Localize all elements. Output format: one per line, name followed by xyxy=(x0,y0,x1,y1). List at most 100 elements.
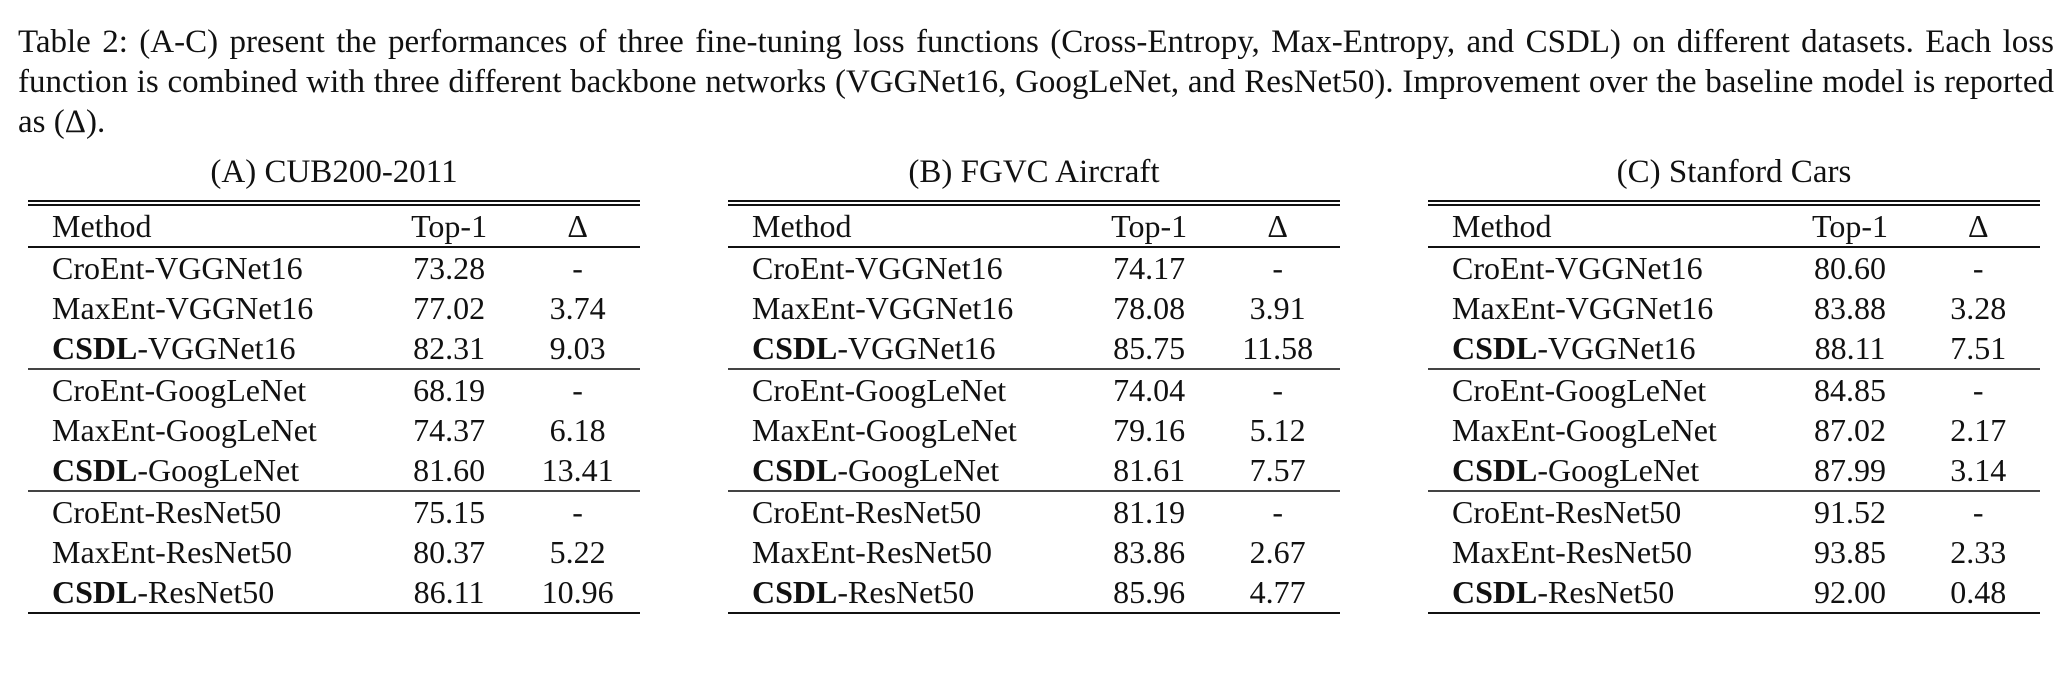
top1-cell: 68.19 xyxy=(382,368,516,410)
method-backbone-name: -ResNet50 xyxy=(837,574,975,610)
method-backbone-name: -GoogLeNet xyxy=(1537,452,1700,488)
method-loss-name: MaxEnt xyxy=(752,412,856,448)
method-cell: CroEnt-VGGNet16 xyxy=(28,247,383,288)
top1-cell: 91.52 xyxy=(1783,490,1917,532)
table-row: CSDL-ResNet50 86.11 10.96 xyxy=(28,572,640,613)
delta-cell: 2.67 xyxy=(1249,534,1306,570)
table-row: CroEnt-ResNet50 75.15- xyxy=(28,490,640,532)
method-backbone-name: -ResNet50 xyxy=(144,494,282,530)
delta-cell: 6.18 xyxy=(549,412,606,448)
method-backbone-name: -ResNet50 xyxy=(1544,494,1682,530)
method-loss-name: MaxEnt xyxy=(52,534,156,570)
table-row: MaxEnt-ResNet50 93.85 2.33 xyxy=(1428,532,2040,572)
top1-cell: 85.75 xyxy=(1113,330,1186,366)
method-loss-name: CSDL xyxy=(1452,574,1538,610)
header-delta: Δ xyxy=(1967,208,1989,244)
top1-cell: 75.15 xyxy=(382,490,516,532)
delta-cell: 5.22 xyxy=(549,534,606,570)
delta-cell: - xyxy=(1215,490,1340,532)
panel-title: (B) FGVC Aircraft xyxy=(908,154,1160,190)
delta-cell: - xyxy=(1916,490,2040,532)
table-row: CroEnt-ResNet50 91.52- xyxy=(1428,490,2040,532)
header-method: Method xyxy=(752,208,852,244)
method-cell: CroEnt-GoogLeNet xyxy=(728,368,1083,410)
table-row: CroEnt-VGGNet16 73.28 - xyxy=(28,247,640,288)
header-delta: Δ xyxy=(567,208,588,244)
method-cell: MaxEnt-ResNet50 xyxy=(728,532,1083,572)
table-row: CSDL-ResNet50 92.00 0.48 xyxy=(1428,572,2040,613)
method-loss-name: MaxEnt xyxy=(1452,412,1556,448)
delta-cell: 9.03 xyxy=(549,330,606,366)
method-loss-name: CSDL xyxy=(752,452,838,488)
delta-cell: 4.77 xyxy=(1249,574,1306,610)
panel-title: (A) CUB200-2011 xyxy=(210,154,458,190)
top1-cell: 87.02 xyxy=(1814,412,1887,448)
table-row: CroEnt-GoogLeNet 84.85- xyxy=(1428,368,2040,410)
method-cell: MaxEnt-VGGNet16 xyxy=(728,288,1083,328)
top1-cell: 78.08 xyxy=(1113,290,1186,326)
delta-cell: 3.91 xyxy=(1249,290,1306,326)
table-row: CroEnt-ResNet50 81.19- xyxy=(728,490,1340,532)
delta-cell: 3.28 xyxy=(1950,290,2007,326)
top1-cell: 87.99 xyxy=(1814,452,1887,488)
method-backbone-name: -VGGNet16 xyxy=(1537,330,1696,366)
delta-cell: - xyxy=(1215,368,1340,410)
table-caption: Table 2: (A-C) present the performances … xyxy=(18,24,2054,140)
method-loss-name: CroEnt xyxy=(752,494,845,530)
method-backbone-name: -ResNet50 xyxy=(844,494,982,530)
table-row: MaxEnt-GoogLeNet 87.02 2.17 xyxy=(1428,410,2040,450)
table-row: CroEnt-GoogLeNet 68.19- xyxy=(28,368,640,410)
table-row: CSDL-GoogLeNet 81.60 13.41 xyxy=(28,450,640,491)
table-row: CSDL-VGGNet16 82.31 9.03 xyxy=(28,328,640,369)
header-row: Method Top-1 Δ xyxy=(1428,203,2040,247)
table-row: MaxEnt-ResNet50 83.86 2.67 xyxy=(728,532,1340,572)
table-row: MaxEnt-GoogLeNet 79.16 5.12 xyxy=(728,410,1340,450)
method-cell: CroEnt-GoogLeNet xyxy=(1428,368,1784,410)
method-cell: CroEnt-ResNet50 xyxy=(1428,490,1784,532)
method-cell: CSDL-GoogLeNet xyxy=(1428,450,1784,491)
delta-cell: 5.12 xyxy=(1249,412,1306,448)
top1-cell: 77.02 xyxy=(413,290,486,326)
method-loss-name: CSDL xyxy=(752,574,838,610)
method-loss-name: MaxEnt xyxy=(52,412,156,448)
method-loss-name: CSDL xyxy=(1452,330,1538,366)
panel-cub200: (A) CUB200-2011 Method Top-1 Δ CroEnt-VGGNet… xyxy=(28,152,640,614)
delta-cell: 11.58 xyxy=(1242,330,1314,366)
top1-cell: 74.04 xyxy=(1082,368,1216,410)
method-backbone-name: -VGGNet16 xyxy=(144,250,303,286)
method-backbone-name: -GoogLeNet xyxy=(144,372,307,408)
delta-cell: 3.74 xyxy=(549,290,606,326)
header-method: Method xyxy=(52,208,152,244)
top1-cell: 81.61 xyxy=(1113,452,1186,488)
method-backbone-name: -GoogLeNet xyxy=(137,452,300,488)
top1-cell: 88.11 xyxy=(1814,330,1886,366)
method-backbone-name: -GoogLeNet xyxy=(1544,372,1707,408)
table-row: MaxEnt-VGGNet16 77.02 3.74 xyxy=(28,288,640,328)
panel-stanford-cars: (C) Stanford Cars Method Top-1 Δ CroEnt-VGGN… xyxy=(1428,152,2040,614)
delta-cell: 3.14 xyxy=(1950,452,2007,488)
method-cell: CSDL-VGGNet16 xyxy=(1428,328,1784,369)
table-row: CSDL-GoogLeNet 81.61 7.57 xyxy=(728,450,1340,491)
method-cell: CroEnt-GoogLeNet xyxy=(28,368,383,410)
method-cell: MaxEnt-VGGNet16 xyxy=(1428,288,1784,328)
method-loss-name: MaxEnt xyxy=(1452,290,1556,326)
method-loss-name: MaxEnt xyxy=(52,290,156,326)
table-row: MaxEnt-GoogLeNet 74.37 6.18 xyxy=(28,410,640,450)
method-backbone-name: -ResNet50 xyxy=(137,574,275,610)
method-cell: MaxEnt-GoogLeNet xyxy=(728,410,1083,450)
top1-cell: 74.37 xyxy=(413,412,486,448)
method-backbone-name: -GoogLeNet xyxy=(837,452,1000,488)
method-backbone-name: -VGGNet16 xyxy=(844,250,1003,286)
method-cell: MaxEnt-VGGNet16 xyxy=(28,288,383,328)
method-loss-name: MaxEnt xyxy=(752,290,856,326)
top1-cell: 74.17 xyxy=(1113,250,1186,286)
method-cell: CSDL-VGGNet16 xyxy=(728,328,1083,369)
table-row: CSDL-ResNet50 85.96 4.77 xyxy=(728,572,1340,613)
method-backbone-name: -VGGNet16 xyxy=(855,290,1014,326)
delta-cell: 7.57 xyxy=(1249,452,1306,488)
method-cell: CSDL-ResNet50 xyxy=(1428,572,1784,613)
method-backbone-name: -VGGNet16 xyxy=(155,290,314,326)
top1-cell: 82.31 xyxy=(413,330,486,366)
method-cell: CroEnt-ResNet50 xyxy=(28,490,383,532)
panel-title: (C) Stanford Cars xyxy=(1616,154,1852,190)
